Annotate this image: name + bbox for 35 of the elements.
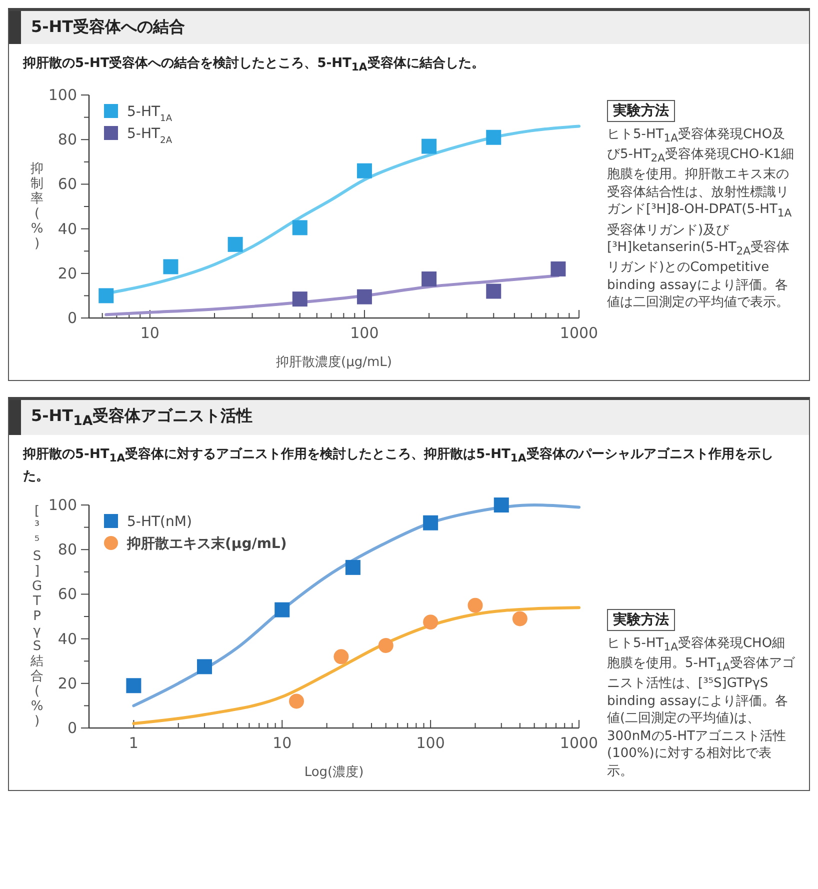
chart-subtitle: 抑肝散の5-HT受容体への結合を検討したところ、5-HT$_{1A}$受容体に結合した。 [22,54,486,76]
x-tick-label: 10 [140,324,160,342]
y-tick-label: 80 [58,540,77,559]
y-tick-label: 40 [58,630,77,648]
y-tick-label: 20 [58,264,77,282]
x-tick-label: 100 [416,734,445,752]
legend-label: 抑肝散エキス末(μg/mL) [126,536,287,552]
legend-label: 5-HT(nM) [127,514,192,530]
legend-label: 5-HT$_{1A}$ [127,104,173,124]
y-tick-label: 100 [48,86,77,104]
x-tick-label: 1000 [560,324,598,342]
text: 抑肝散の5-HT$_{1A}$受容体に対するアゴニスト作用を検討したところ、抑肝散は5-HT$_{1A}$受容体のパーシャルアゴニスト作用を示した。 [23,447,774,484]
x-tick-label: 10 [272,734,292,752]
text: ヒト5-HT$_{1A}$受容体発現CHO細胞膜を使用。5-HT$_{1A}$受容体アゴニスト活性は、[³⁵S]GTPγS binding assayにより評価。各値(二回測定の平均値)は、300nMの5-HTアゴニスト活性(100%)に対する相対比で表示。 [607,636,795,779]
y-tick-label: 60 [58,175,77,194]
text: ヒト5-HT$_{1A}$受容体発現CHO及び5-HT$_{2A}$受容体発現CHO-K1細胞膜を使用。抑肝散エキス末の受容体結合性は、放射性標識リガンド[³H]8-OH-DPAT(5-HT$_{1A}$受容体リガンド)及び[³H]ketanserin(5-HT$_{2A}$受容体リガンド)とのCompetitive binding assayにより評価。各値は二回測定の平均値で表示。 [607,126,794,310]
x-tick-label: 1000 [560,734,598,752]
y-tick-label: 60 [58,586,77,604]
y-tick-label: 80 [58,130,77,148]
chart-title: 5-HT$_{1A}$受容体アゴニスト活性 [9,400,809,436]
y-tick-label: 100 [48,496,77,514]
text: 実験方法 [607,100,675,122]
chart-title: 5-HT受容体への結合 [9,11,809,44]
text: 実験方法 [607,608,675,631]
y-tick-label: 0 [67,308,77,327]
x-axis-title: Log(濃度) [304,764,364,780]
y-tick-label: 20 [58,674,77,693]
y-axis-title: 抑制率(%) [30,161,44,252]
legend-label: 5-HT$_{2A}$ [127,126,173,146]
y-tick-label: 0 [67,719,77,738]
y-tick-label: 40 [58,220,77,238]
x-tick-label: 100 [350,324,379,342]
text: [³⁵S]GTPγS結合(%) [30,504,44,730]
x-tick-label: 1 [128,734,138,752]
x-axis-title: 抑肝散濃度(μg/mL) [276,354,392,370]
